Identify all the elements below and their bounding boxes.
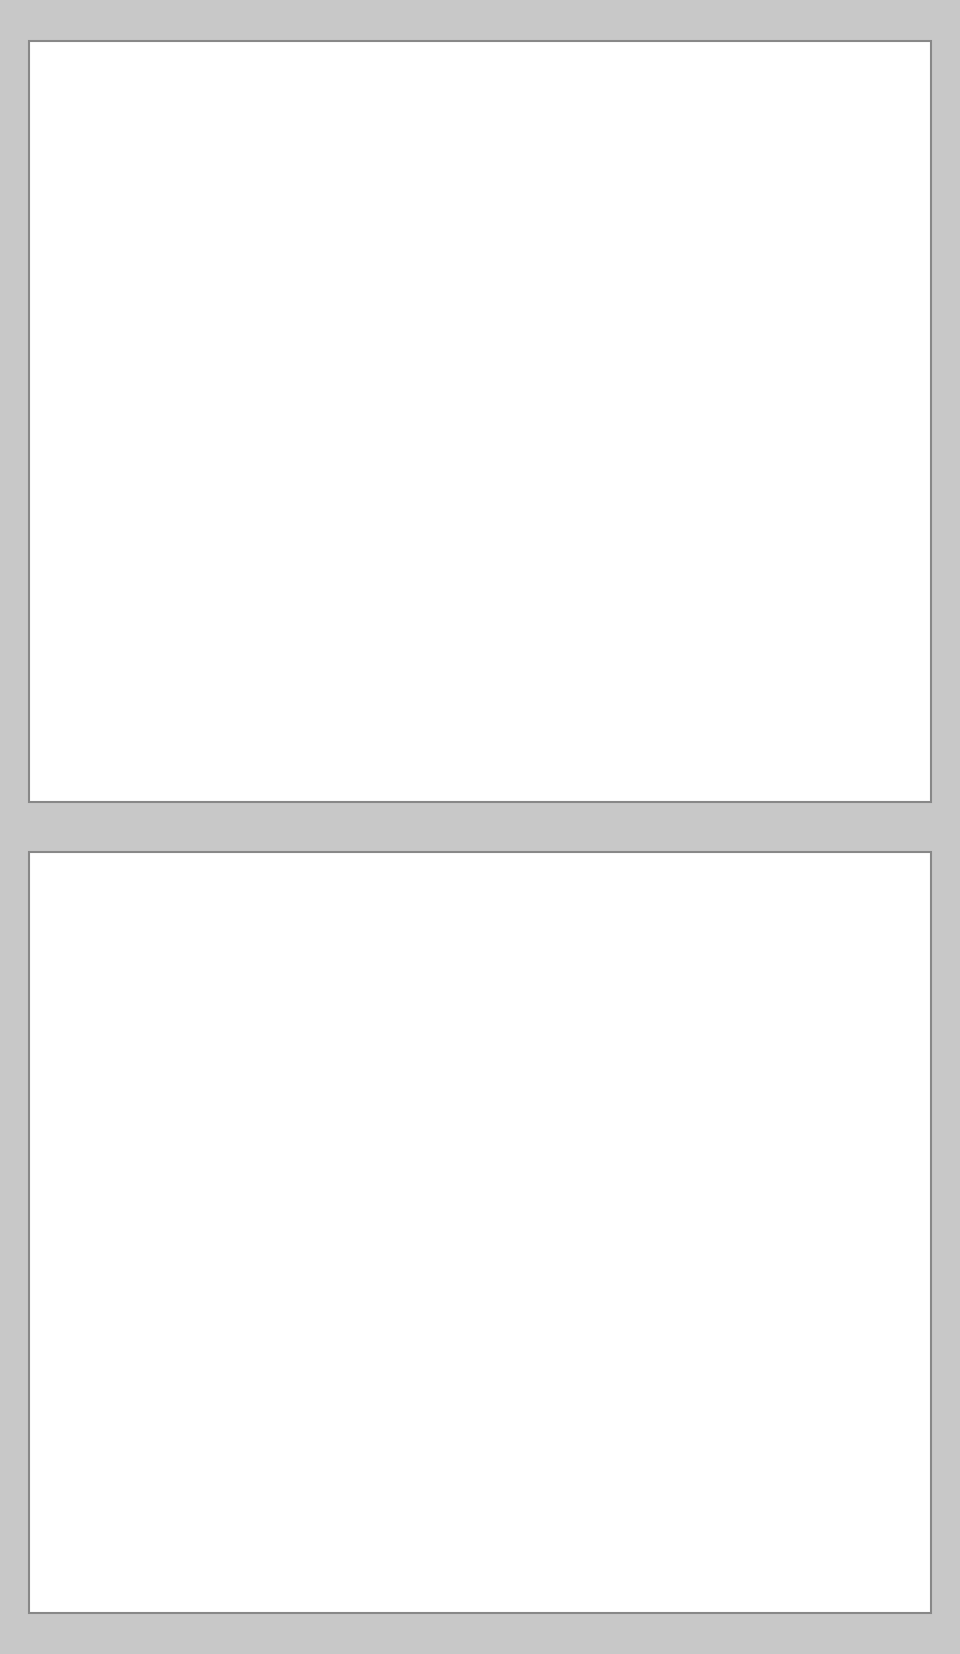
Vakuum (373, 1126, 385, 1146)
Line: Vakuum: Vakuum (109, 1103, 914, 1297)
Text: SiØ: SiØ (57, 1580, 73, 1589)
Text: NORCONSERV: NORCONSERV (753, 769, 821, 779)
MAP G/P 3:1 (373, 298, 385, 318)
Emitter, 0,20 mol/kg (108, 1279, 120, 1298)
Text: Fiskeri-
forsk: Fiskeri- forsk (436, 762, 470, 784)
X-axis label: Lagringstid (dager): Lagringstid (dager) (428, 1502, 594, 1517)
Text: NORCONSERV: NORCONSERV (753, 1580, 821, 1589)
Y-axis label: Log H₂S-prod. bakterier/cm²: Log H₂S-prod. bakterier/cm² (78, 1150, 90, 1335)
Text: NTNU: NTNU (168, 1580, 196, 1589)
Line: MAP G/P 3:1: MAP G/P 3:1 (109, 1159, 914, 1297)
Vakuum (902, 284, 914, 304)
Emitter, 0,20 mol/kg (638, 273, 650, 293)
Line: Emitter, 0,15 mol/kg: Emitter, 0,15 mol/kg (109, 1131, 914, 1297)
Text: Resultater torsk: Totalantall bakterier: Resultater torsk: Totalantall bakterier (123, 141, 837, 172)
Line: MAP G/P 3:1: MAP G/P 3:1 (109, 289, 914, 385)
MAP G/P 3:1 (108, 1282, 120, 1302)
Text: forskningsråd: forskningsråd (308, 81, 350, 86)
Legend: Vakuum, MAP G/P 3:1, Emitter, 0,15 mol/kg, Emitter, 0,20 mol/kg: Vakuum, MAP G/P 3:1, Emitter, 0,15 mol/k… (712, 566, 902, 655)
MAP G/P 3:1 (902, 1154, 914, 1174)
Emitter, 0,15 mol/kg (902, 1154, 914, 1174)
Emitter, 0,20 mol/kg (902, 1103, 914, 1123)
Line: Emitter, 0,20 mol/kg: Emitter, 0,20 mol/kg (109, 270, 914, 397)
Text: MATFØRSK: MATFØRSK (282, 769, 335, 779)
Text: 🐟: 🐟 (873, 60, 891, 88)
Text: MarinePack: MarinePack (453, 863, 570, 882)
FancyBboxPatch shape (259, 46, 398, 103)
Y-axis label: Log totalantall bakterier/cm²: Log totalantall bakterier/cm² (78, 336, 90, 528)
FancyBboxPatch shape (29, 858, 228, 911)
Emitter, 0,15 mol/kg (638, 265, 650, 284)
Text: Den Norske
Emballasjeforening: Den Norske Emballasjeforening (568, 1573, 662, 1594)
Text: MATFØRSK: MATFØRSK (282, 1580, 335, 1589)
X-axis label: Lagringstid (dager): Lagringstid (dager) (428, 691, 594, 706)
Emitter, 0,20 mol/kg (902, 281, 914, 301)
Text: SiØ: SiØ (57, 769, 73, 779)
Text: Emballasjeforsk: Emballasjeforsk (66, 877, 190, 892)
Vakuum (902, 1131, 914, 1151)
Legend: Vakuum, MAP G/P 3:1, Emitter, 0,15 mol/kg, Emitter, 0,20 mol/kg: Vakuum, MAP G/P 3:1, Emitter, 0,15 mol/k… (712, 1376, 902, 1465)
Emitter, 0,15 mol/kg (373, 1151, 385, 1171)
Text: Den Norske
Emballasjeforening: Den Norske Emballasjeforening (568, 762, 662, 784)
Text: Norges: Norges (317, 65, 342, 69)
Line: Vakuum: Vakuum (109, 270, 914, 385)
Emitter, 0,20 mol/kg (373, 265, 385, 284)
Line: Emitter, 0,20 mol/kg: Emitter, 0,20 mol/kg (109, 1108, 914, 1293)
FancyBboxPatch shape (259, 857, 398, 913)
Text: - FoU-: - FoU- (683, 55, 732, 69)
FancyBboxPatch shape (29, 48, 228, 101)
Text: Emballasjeforsk: Emballasjeforsk (66, 66, 190, 81)
Vakuum (108, 370, 120, 390)
MAP G/P 3:1 (373, 1236, 385, 1255)
MAP G/P 3:1 (638, 1163, 650, 1183)
Text: NTNU: NTNU (168, 769, 196, 779)
Emitter, 0,15 mol/kg (108, 370, 120, 390)
Emitter, 0,15 mol/kg (902, 313, 914, 332)
Vakuum (638, 265, 650, 284)
Vakuum (373, 266, 385, 286)
Line: Emitter, 0,15 mol/kg: Emitter, 0,15 mol/kg (109, 270, 914, 385)
Text: program for sjomatemballasje: program for sjomatemballasje (453, 83, 621, 93)
Text: forskningsråd: forskningsråd (308, 892, 350, 896)
Emitter, 0,20 mol/kg (638, 1126, 650, 1146)
MAP G/P 3:1 (108, 370, 120, 390)
Text: MarinePack: MarinePack (453, 53, 570, 71)
Text: Norges: Norges (317, 875, 342, 880)
Vakuum (638, 1097, 650, 1116)
MAP G/P 3:1 (902, 284, 914, 304)
Emitter, 0,15 mol/kg (373, 266, 385, 286)
Text: Fiskeri-
forsk: Fiskeri- forsk (436, 1573, 470, 1594)
Emitter, 0,15 mol/kg (638, 1126, 650, 1146)
Vakuum (108, 1282, 120, 1302)
Emitter, 0,15 mol/kg (108, 1282, 120, 1302)
MAP G/P 3:1 (638, 293, 650, 313)
Emitter, 0,20 mol/kg (373, 1138, 385, 1158)
Text: 🐟: 🐟 (873, 870, 891, 898)
Text: program for sjomatemballasje: program for sjomatemballasje (453, 893, 621, 903)
Text: - FoU-: - FoU- (683, 865, 732, 880)
Text: Resultater torsk: H$_2$S-prod. bakterier: Resultater torsk: H$_2$S-prod. bakterier (130, 948, 830, 986)
Emitter, 0,20 mol/kg (108, 382, 120, 402)
